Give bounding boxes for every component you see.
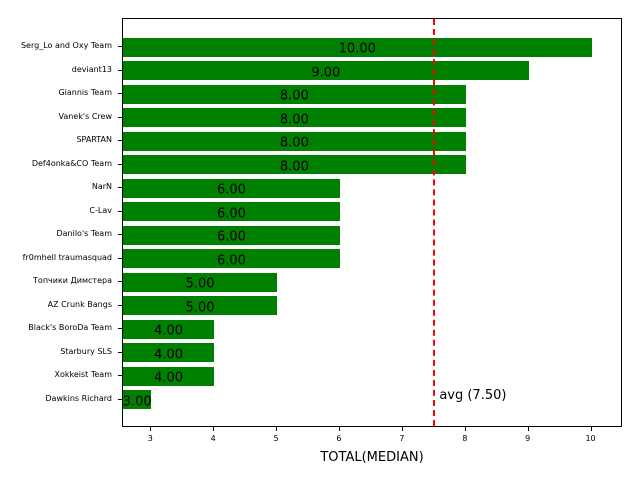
bar xyxy=(123,202,340,222)
bar xyxy=(123,131,466,151)
bar-value-label: 3.00 xyxy=(122,394,152,410)
y-tick-mark xyxy=(118,328,122,330)
y-tick-label: C-Lav xyxy=(89,205,112,215)
bar-value-label: 6.00 xyxy=(217,229,246,245)
bar-value-label: 4.00 xyxy=(154,370,184,386)
x-tick-label: 8 xyxy=(462,434,468,443)
x-tick-mark xyxy=(150,427,152,431)
bar xyxy=(123,61,529,81)
x-tick-mark xyxy=(527,427,529,431)
y-tick-mark xyxy=(118,46,122,47)
x-tick-mark xyxy=(338,427,340,431)
y-tick-mark xyxy=(118,234,122,236)
y-tick-mark xyxy=(118,140,122,142)
y-tick-mark xyxy=(118,93,122,95)
y-tick-mark xyxy=(118,187,122,189)
x-tick-mark xyxy=(464,427,466,431)
y-tick-mark xyxy=(118,281,122,283)
bar xyxy=(123,108,466,128)
bar xyxy=(123,366,215,386)
y-tick-label: Giannis Team xyxy=(58,88,112,98)
y-tick-mark xyxy=(118,375,122,377)
bar-value-label: 5.00 xyxy=(185,300,215,316)
y-tick-mark xyxy=(118,116,122,118)
y-tick-label: Def4onka&CO Team xyxy=(31,158,112,168)
x-tick-label: 6 xyxy=(336,434,342,443)
x-tick-mark xyxy=(213,427,215,431)
x-tick-mark xyxy=(590,427,592,431)
bar xyxy=(123,225,340,245)
y-tick-mark xyxy=(118,210,122,212)
y-tick-label: Black's BoroDa Team xyxy=(28,323,112,333)
bar xyxy=(123,178,340,198)
bar xyxy=(123,272,278,292)
y-tick-label: Dawkins Richard xyxy=(45,393,112,403)
bar-value-label: 6.00 xyxy=(217,182,246,198)
bar xyxy=(123,37,592,57)
y-tick-label: NarN xyxy=(91,182,112,192)
x-tick-mark xyxy=(276,427,278,431)
bar-value-label: 10.00 xyxy=(338,41,376,57)
y-tick-label: AZ Crunk Bangs xyxy=(47,299,112,309)
x-tick-label: 9 xyxy=(525,434,531,443)
average-line xyxy=(433,19,436,426)
x-tick-label: 3 xyxy=(147,434,153,443)
bar-value-label: 5.00 xyxy=(185,276,215,292)
plot-area: 10.00 9.00 8.00 8.00 8.00 8.00 6.00 6.00 6.00 6.0… xyxy=(122,18,622,427)
y-tick-label: Starbury SLS xyxy=(60,346,112,356)
y-tick-label: Топчики Димстера xyxy=(33,276,112,286)
bar xyxy=(123,390,152,410)
x-tick-label: 10 xyxy=(585,434,596,443)
bar xyxy=(123,296,278,316)
y-tick-label: deviant13 xyxy=(71,64,112,74)
bar-value-label: 6.00 xyxy=(217,206,246,222)
y-tick-mark xyxy=(118,398,122,400)
y-tick-label: Xokkeist Team xyxy=(54,370,113,380)
y-tick-label: Danilo's Team xyxy=(56,229,112,239)
y-tick-mark xyxy=(118,351,122,353)
y-tick-label: fr0mhell traumasquad xyxy=(22,252,112,262)
bar-value-label: 8.00 xyxy=(279,88,309,104)
bar-value-label: 4.00 xyxy=(154,347,184,363)
y-tick-label: SPARTAN xyxy=(76,135,112,145)
x-tick-label: 4 xyxy=(210,434,216,443)
y-tick-mark xyxy=(118,163,122,165)
x-tick-label: 5 xyxy=(273,434,279,443)
y-tick-mark xyxy=(118,257,122,259)
x-tick-label: 7 xyxy=(399,434,405,443)
bar xyxy=(123,319,215,339)
y-tick-mark xyxy=(118,69,122,71)
bar-value-label: 8.00 xyxy=(279,135,309,151)
bar-value-label: 4.00 xyxy=(154,323,184,339)
bar-value-label: 9.00 xyxy=(311,65,341,81)
x-axis-title: TOTAL(MEDIAN) xyxy=(320,450,424,465)
bar xyxy=(123,155,466,175)
bar xyxy=(123,249,340,269)
average-label: avg (7.50) xyxy=(439,388,507,403)
bar-value-label: 8.00 xyxy=(279,112,309,128)
bar xyxy=(123,84,466,104)
y-tick-mark xyxy=(118,304,122,306)
y-tick-label: Vanek's Crew xyxy=(58,111,112,121)
bar xyxy=(123,343,215,363)
y-tick-label: Serg_Lo and Oxy Team xyxy=(20,41,112,50)
bar-value-label: 8.00 xyxy=(279,159,309,175)
bar-value-label: 6.00 xyxy=(217,253,246,269)
x-tick-mark xyxy=(401,427,403,431)
